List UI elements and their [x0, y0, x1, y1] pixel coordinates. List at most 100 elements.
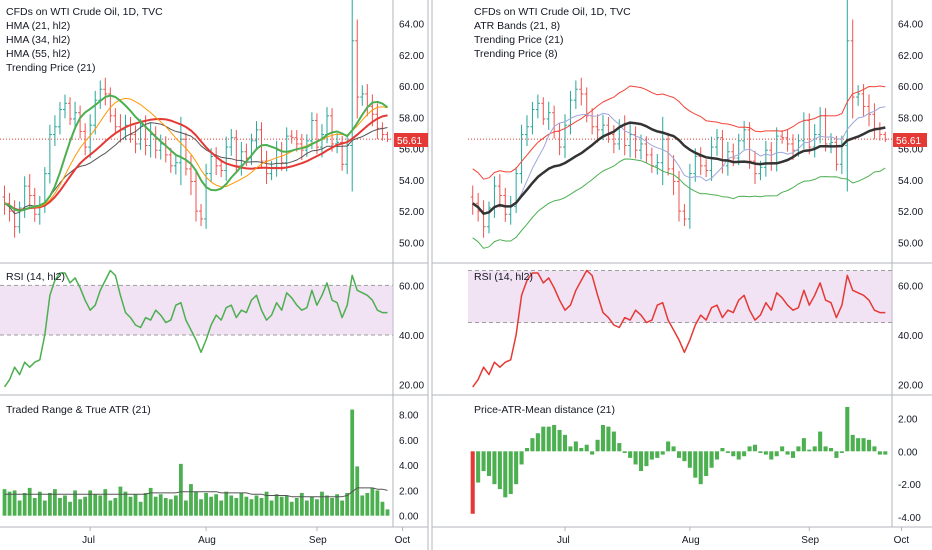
distance-bar[interactable] [470, 451, 475, 514]
legend-trending-price-21[interactable]: Trending Price (21) [474, 34, 563, 46]
range-bar[interactable] [330, 498, 334, 516]
range-bar[interactable] [133, 494, 138, 516]
range-bar[interactable] [320, 491, 324, 516]
distance-bar[interactable] [481, 451, 486, 472]
distance-bar[interactable] [866, 439, 872, 452]
range-bar[interactable] [37, 491, 42, 516]
distance-bar[interactable] [714, 451, 720, 460]
legend-hma34[interactable]: HMA (34, hl2) [6, 34, 70, 46]
distance-bar[interactable] [731, 451, 736, 457]
distance-bar[interactable] [861, 438, 866, 452]
range-bar[interactable] [158, 494, 163, 516]
range-bar[interactable] [103, 489, 108, 516]
range-bar[interactable] [264, 491, 269, 516]
range-bar[interactable] [148, 487, 153, 516]
distance-bar[interactable] [666, 441, 671, 452]
range-bar[interactable] [22, 492, 27, 516]
range-bar[interactable] [219, 500, 224, 516]
distance-bar[interactable] [660, 451, 665, 455]
range-bar[interactable] [249, 499, 254, 516]
distance-bar[interactable] [758, 451, 763, 453]
distance-bar[interactable] [850, 434, 855, 452]
range-bar[interactable] [98, 495, 103, 516]
distance-bar[interactable] [704, 451, 709, 476]
distance-bar[interactable] [671, 446, 676, 452]
range-bar[interactable] [259, 498, 264, 516]
range-bar[interactable] [204, 492, 208, 516]
range-bar[interactable] [73, 490, 77, 516]
range-bar[interactable] [325, 495, 329, 516]
distance-bar[interactable] [573, 441, 578, 452]
distance-bar[interactable] [633, 451, 638, 465]
range-bar[interactable] [375, 490, 380, 516]
range-bar[interactable] [108, 500, 113, 516]
distance-bar[interactable] [638, 451, 644, 472]
range-bar[interactable] [83, 496, 88, 516]
distance-bar[interactable] [872, 446, 877, 452]
range-bar[interactable] [53, 489, 57, 516]
right-rsi-title[interactable]: RSI (14, hl2) [474, 271, 533, 283]
distance-bar[interactable] [590, 451, 595, 455]
range-bar[interactable] [178, 463, 183, 516]
range-bar[interactable] [234, 498, 239, 516]
range-bar[interactable] [184, 500, 188, 516]
distance-bar[interactable] [492, 451, 497, 485]
range-bar[interactable] [93, 494, 98, 516]
atr-band-lower[interactable] [472, 158, 886, 249]
distance-bar[interactable] [742, 451, 747, 457]
range-bar[interactable] [284, 495, 289, 516]
range-bar[interactable] [113, 498, 118, 516]
range-bar[interactable] [173, 495, 178, 516]
range-bar[interactable] [2, 489, 7, 516]
range-bar[interactable] [17, 500, 22, 516]
range-bar[interactable] [350, 409, 355, 516]
distance-bar[interactable] [801, 438, 806, 452]
range-bar[interactable] [63, 495, 67, 516]
range-bar[interactable] [239, 492, 244, 516]
distance-bar[interactable] [649, 451, 654, 460]
distance-bar[interactable] [845, 406, 850, 452]
distance-bar[interactable] [617, 443, 622, 452]
distance-bar[interactable] [856, 438, 861, 452]
distance-bar[interactable] [476, 451, 481, 483]
range-bar[interactable] [143, 492, 148, 516]
distance-bar[interactable] [818, 431, 823, 452]
range-bar[interactable] [153, 496, 158, 516]
distance-bar[interactable] [595, 439, 600, 452]
distance-bar[interactable] [606, 426, 611, 452]
distance-bar[interactable] [568, 446, 573, 452]
range-bar[interactable] [294, 498, 299, 516]
distance-bar[interactable] [807, 449, 812, 452]
distance-bar[interactable] [877, 451, 882, 455]
range-bar[interactable] [194, 491, 198, 516]
range-bar[interactable] [340, 500, 345, 516]
rsi-line[interactable] [3, 269, 388, 388]
distance-bar[interactable] [693, 451, 698, 478]
distance-bar[interactable] [676, 451, 682, 458]
distance-bar[interactable] [682, 451, 687, 462]
distance-bar[interactable] [720, 448, 725, 452]
distance-bar[interactable] [497, 451, 502, 490]
distance-bar[interactable] [828, 448, 834, 452]
distance-bar[interactable] [600, 425, 606, 452]
distance-bar[interactable] [780, 446, 785, 452]
range-bar[interactable] [27, 487, 32, 516]
distance-bar[interactable] [709, 451, 714, 468]
range-bar[interactable] [244, 496, 249, 516]
range-bar[interactable] [88, 490, 93, 516]
range-bar[interactable] [224, 491, 229, 516]
range-bar[interactable] [118, 486, 123, 516]
distance-bar[interactable] [530, 438, 535, 452]
distance-bar[interactable] [790, 451, 796, 458]
distance-bar[interactable] [503, 451, 508, 498]
range-bar[interactable] [128, 496, 133, 516]
distance-bar[interactable] [839, 451, 844, 453]
distance-bar[interactable] [508, 451, 513, 495]
range-bar[interactable] [279, 496, 284, 516]
right-dist-title[interactable]: Price-ATR-Mean distance (21) [474, 404, 615, 416]
true-atr-line[interactable] [4, 487, 388, 498]
distance-bar[interactable] [519, 451, 524, 465]
distance-bar[interactable] [747, 446, 752, 452]
hma21-line[interactable] [4, 94, 389, 212]
range-bar[interactable] [163, 498, 168, 516]
